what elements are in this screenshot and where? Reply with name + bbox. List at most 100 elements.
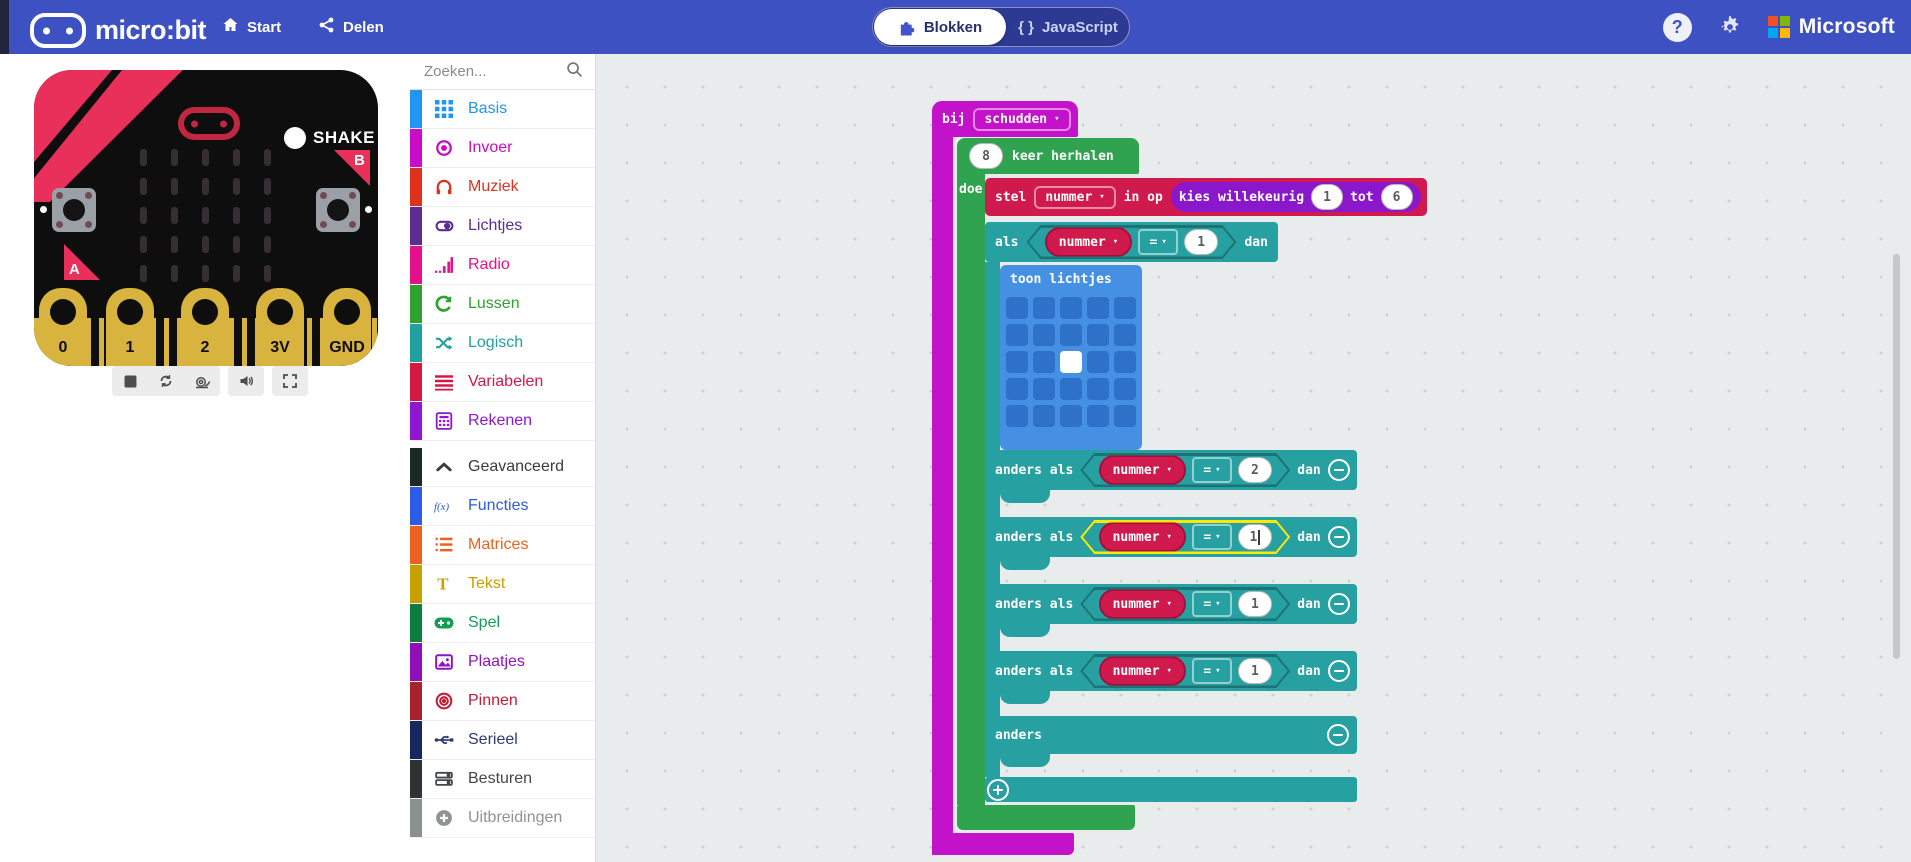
if-bottom[interactable] (985, 777, 1357, 802)
remove-branch-button[interactable] (1327, 526, 1350, 548)
variable-pill[interactable]: nummer ▾ (1099, 522, 1186, 552)
repeat-bottom[interactable] (957, 805, 1135, 830)
mute-button[interactable] (228, 366, 264, 396)
else-row[interactable]: anders (985, 716, 1357, 754)
elseif-condition[interactable]: nummer ▾ = ▾ 1 (1080, 654, 1290, 688)
led-toggle-cell[interactable] (1114, 351, 1136, 373)
led-toggle-cell[interactable] (1060, 405, 1082, 427)
variable-pill[interactable]: nummer ▾ (1099, 455, 1186, 485)
nav-start[interactable]: Start (222, 17, 281, 37)
toolbox-category-tekst[interactable]: T Tekst (410, 565, 595, 604)
compare-value-field[interactable]: 1 (1238, 658, 1272, 684)
led-toggle-cell[interactable] (1114, 378, 1136, 400)
settings-button[interactable] (1718, 15, 1742, 39)
led-toggle-cell[interactable] (1033, 378, 1055, 400)
if-row[interactable]: als nummer ▾ = ▾ 1 dan (985, 222, 1278, 262)
tab-blocks[interactable]: Blokken (874, 9, 1006, 45)
led-toggle-cell[interactable] (1033, 297, 1055, 319)
restart-button[interactable] (148, 366, 184, 396)
toolbox-category-invoer[interactable]: Invoer (410, 129, 595, 168)
led-toggle-cell[interactable] (1033, 405, 1055, 427)
compare-value-field[interactable]: 2 (1238, 457, 1272, 483)
elseif-row[interactable]: anders als nummer ▾ = ▾ 2 dan (985, 450, 1357, 490)
toolbox-category-matrices[interactable]: Matrices (410, 526, 595, 565)
remove-branch-button[interactable] (1327, 459, 1350, 481)
pick-random-block[interactable]: kies willekeurig 1 tot 6 (1170, 182, 1421, 212)
operator-dropdown[interactable]: = ▾ (1192, 524, 1232, 550)
microsoft-logo[interactable]: Microsoft (1767, 15, 1895, 39)
pin-3v[interactable]: 3V (256, 288, 304, 366)
repeat-count-field[interactable]: 8 (969, 143, 1003, 169)
toolbox-category-radio[interactable]: Radio (410, 246, 595, 285)
toolbox-category-logisch[interactable]: Logisch (410, 324, 595, 363)
blocks-workspace[interactable]: bij schudden ▾ 8 keer herhalen doe stel … (596, 54, 1911, 862)
remove-branch-button[interactable] (1327, 660, 1350, 682)
search-input[interactable]: Zoeken... (424, 63, 487, 80)
remove-branch-button[interactable] (1327, 593, 1350, 615)
on-shake-block[interactable]: bij schudden ▾ (932, 101, 1078, 137)
pin-2[interactable]: 2 (181, 288, 229, 366)
operator-dropdown[interactable]: = ▾ (1192, 591, 1232, 617)
toolbox-category-pinnen[interactable]: Pinnen (410, 682, 595, 721)
fullscreen-button[interactable] (272, 366, 308, 396)
repeat-spine[interactable] (957, 172, 985, 805)
slowmo-button[interactable] (184, 366, 220, 396)
on-shake-bottom[interactable] (932, 833, 1074, 855)
toolbox-category-uitbreidingen[interactable]: Uitbreidingen (410, 799, 595, 838)
toolbox-category-plaatjes[interactable]: Plaatjes (410, 643, 595, 682)
led-toggle-cell[interactable] (1087, 351, 1109, 373)
compare-value-field[interactable]: 1 (1184, 229, 1218, 255)
repeat-block[interactable]: 8 keer herhalen (957, 138, 1139, 174)
toolbox-category-lichtjes[interactable]: Lichtjes (410, 207, 595, 246)
operator-dropdown[interactable]: = ▾ (1192, 658, 1232, 684)
elseif-condition[interactable]: nummer ▾ = ▾ 1 (1080, 587, 1290, 621)
microbit-logo[interactable]: micro:bit (30, 13, 207, 48)
led-toggle-cell[interactable] (1006, 378, 1028, 400)
help-button[interactable]: ? (1662, 12, 1692, 42)
toolbox-category-basis[interactable]: Basis (410, 90, 595, 129)
compare-value-field[interactable]: 1 (1238, 524, 1272, 550)
toolbox-category-lussen[interactable]: Lussen (410, 285, 595, 324)
toolbox-category-variabelen[interactable]: Variabelen (410, 363, 595, 402)
elseif-condition[interactable]: nummer ▾ = ▾ 1 (1080, 520, 1290, 554)
variable-dropdown[interactable]: nummer ▾ (1034, 185, 1116, 209)
operator-dropdown[interactable]: = ▾ (1138, 229, 1178, 255)
led-toggle-cell[interactable] (1033, 351, 1055, 373)
pin-0[interactable]: 0 (39, 288, 87, 366)
led-toggle-cell[interactable] (1006, 324, 1028, 346)
set-variable-block[interactable]: stel nummer ▾ in op kies willekeurig 1 t… (985, 178, 1427, 216)
if-condition[interactable]: nummer ▾ = ▾ 1 (1026, 225, 1236, 259)
if-block[interactable]: als nummer ▾ = ▾ 1 dan (985, 222, 1357, 802)
elseif-row[interactable]: anders als nummer ▾ = ▾ 1 dan (985, 651, 1357, 691)
random-to-field[interactable]: 6 (1380, 184, 1413, 210)
led-toggle-cell[interactable] (1087, 297, 1109, 319)
led-toggle-cell[interactable] (1114, 297, 1136, 319)
workspace-scrollbar[interactable] (1893, 254, 1900, 659)
led-toggle-cell[interactable] (1060, 378, 1082, 400)
toolbox-category-muziek[interactable]: Muziek (410, 168, 595, 207)
gesture-dropdown[interactable]: schudden ▾ (973, 107, 1071, 131)
variable-pill[interactable]: nummer ▾ (1099, 589, 1186, 619)
shake-label[interactable]: SHAKE (313, 128, 376, 147)
led-toggle-cell[interactable] (1087, 378, 1109, 400)
led-toggle-cell[interactable] (1060, 297, 1082, 319)
stop-button[interactable] (112, 366, 148, 396)
toolbox-category-geavanceerd[interactable]: Geavanceerd (410, 448, 595, 487)
on-shake-spine[interactable] (932, 135, 953, 855)
nav-share[interactable]: Delen (318, 17, 384, 37)
led-toggle-cell[interactable] (1006, 297, 1028, 319)
toolbox-category-spel[interactable]: Spel (410, 604, 595, 643)
led-toggle-cell[interactable] (1087, 405, 1109, 427)
variable-pill[interactable]: nummer ▾ (1045, 227, 1132, 257)
led-toggle-cell[interactable] (1006, 405, 1028, 427)
led-toggle-cell[interactable] (1114, 324, 1136, 346)
add-branch-button[interactable] (987, 779, 1009, 801)
search-box[interactable]: Zoeken... (410, 54, 595, 90)
show-leds-block[interactable]: toon lichtjes (1000, 265, 1142, 450)
led-toggle-cell[interactable] (1033, 324, 1055, 346)
led-toggle-cell[interactable] (1087, 324, 1109, 346)
pin-1[interactable]: 1 (106, 288, 154, 366)
toolbox-category-rekenen[interactable]: Rekenen (410, 402, 595, 441)
tab-javascript[interactable]: { } JavaScript (1007, 8, 1129, 46)
elseif-row[interactable]: anders als nummer ▾ = ▾ 1 dan (985, 517, 1357, 557)
